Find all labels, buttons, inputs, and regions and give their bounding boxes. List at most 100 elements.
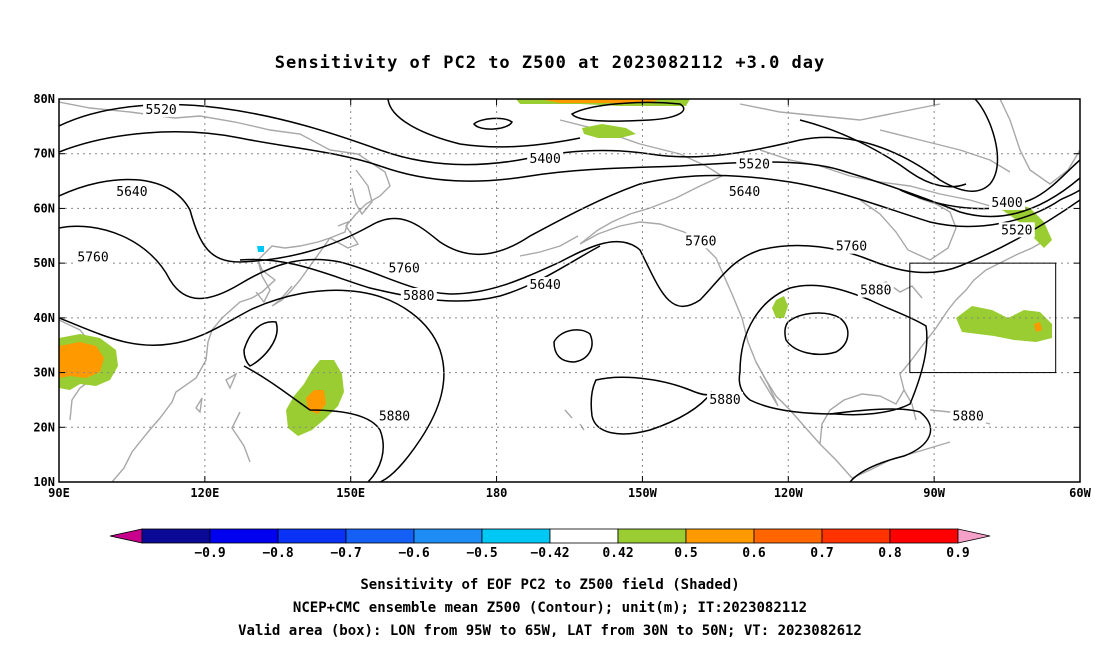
valid-area-box	[909, 262, 1057, 374]
lat-tick-labels: 80N 70N 60N 50N 40N 30N 20N 10N	[33, 92, 55, 489]
contour-label-bg	[998, 222, 1035, 238]
lon-tick-label: 180	[486, 486, 508, 500]
colorbar-label: 0.7	[810, 546, 833, 561]
lat-tick-label: 10N	[33, 475, 55, 489]
colorbar-min-arrow	[109, 528, 143, 544]
contour-5880-small-cell	[553, 329, 593, 363]
colorbar	[109, 528, 991, 544]
colorbar-swatch	[277, 528, 347, 544]
shade-tibet-orange	[59, 342, 104, 378]
lat-tick-label: 40N	[33, 311, 55, 325]
contour-5400-ring	[570, 101, 685, 122]
contour-5880-gulf	[829, 408, 932, 482]
contour-label-bg	[386, 260, 423, 276]
contour-label: 5640	[729, 185, 760, 200]
colorbar-label: −0.42	[530, 546, 569, 561]
lat-tick-label: 80N	[33, 92, 55, 106]
contour-5760-main	[59, 199, 1080, 307]
shade-japan-cyan	[257, 246, 264, 252]
contour-label-bg	[527, 277, 564, 293]
contour-label-bg	[707, 391, 744, 407]
contour-5880-na-inner	[784, 312, 849, 356]
colorbar-label: 0.5	[674, 546, 697, 561]
contour-label-bg	[75, 249, 112, 265]
colorbar-swatch	[345, 528, 415, 544]
contour-label: 5880	[709, 393, 740, 408]
contour-label: 5520	[145, 103, 176, 118]
contour-5520-main	[59, 99, 999, 192]
lon-tick-label: 150E	[336, 486, 365, 500]
contour-label-bg	[400, 287, 437, 303]
colorbar-swatch	[209, 528, 279, 544]
footnote-line-2: NCEP+CMC ensemble mean Z500 (Contour); u…	[293, 600, 807, 616]
lat-tick-label: 70N	[33, 147, 55, 161]
colorbar-label: 0.8	[878, 546, 902, 561]
contour-label: 5880	[403, 289, 434, 304]
colorbar-label: 0.42	[602, 546, 633, 561]
shade-beaufort-green	[582, 124, 636, 138]
contour-label: 5520	[739, 158, 770, 173]
contour-label-bg	[989, 194, 1026, 210]
colorbar-swatch	[753, 528, 823, 544]
colorbar-swatch	[549, 528, 619, 544]
axis-ticks	[58, 98, 1081, 483]
contour-5880-pac-cell	[243, 321, 278, 367]
lon-tick-label: 120E	[190, 486, 219, 500]
lat-tick-label: 20N	[33, 420, 55, 434]
lon-tick-label: 90W	[923, 486, 945, 500]
map-frame-bg	[59, 99, 1080, 482]
contour-label: 5760	[77, 251, 108, 266]
lon-tick-label: 60W	[1069, 486, 1091, 500]
contour-5400-main	[387, 99, 581, 148]
colorbar-label: −0.9	[194, 546, 225, 561]
colorbar-label: −0.6	[398, 546, 429, 561]
colorbar-label: 0.6	[742, 546, 766, 561]
contour-5400-small	[473, 117, 513, 130]
contour-label: 5760	[389, 262, 420, 277]
colorbar-labels: −0.9 −0.8 −0.7 −0.6 −0.5 −0.42 0.42 0.5 0.6 0.7 0.…	[194, 546, 969, 561]
colorbar-label: 0.9	[946, 546, 969, 561]
lon-tick-label: 120W	[774, 486, 804, 500]
contour-label-bg	[950, 408, 987, 424]
contour-label-bg	[736, 156, 773, 172]
shade-pacific-orange	[306, 390, 326, 414]
lon-tick-label: 150W	[628, 486, 658, 500]
lat-tick-label: 60N	[33, 201, 55, 215]
contour-label: 5640	[116, 185, 147, 200]
contour-label: 5760	[836, 240, 867, 255]
colorbar-label: −0.5	[466, 546, 497, 561]
contour-label-bg	[113, 184, 150, 200]
shade-atlantic-orange	[1034, 322, 1042, 332]
contour-5400-east	[799, 119, 967, 188]
map-title: Sensitivity of PC2 to Z500 at 2023082112…	[275, 53, 826, 73]
shade-rockies-green	[772, 296, 788, 318]
lat-tick-label: 30N	[33, 366, 55, 380]
contour-label: 5520	[1001, 223, 1032, 238]
map-grid	[59, 99, 1080, 482]
contour-5880-pac-south	[243, 365, 384, 482]
contour-label: 5760	[685, 234, 716, 249]
contour-label-bg	[726, 184, 763, 200]
contour-label-bg	[143, 101, 180, 117]
colorbar-swatch	[617, 528, 687, 544]
colorbar-label: −0.7	[330, 546, 361, 561]
contour-label-bg	[857, 282, 894, 298]
lat-tick-label: 50N	[33, 256, 55, 270]
contour-label-bg	[376, 408, 413, 424]
contour-label: 5880	[379, 409, 410, 424]
contour-label-bg	[833, 238, 870, 254]
contour-label: 5640	[530, 278, 561, 293]
colorbar-swatch	[685, 528, 755, 544]
contour-label-bg	[682, 233, 719, 249]
colorbar-swatch	[481, 528, 551, 544]
colorbar-swatch	[889, 528, 959, 544]
shade-atlantic-green	[956, 306, 1052, 342]
contour-label: 5400	[991, 196, 1022, 211]
footnote-line-3: Valid area (box): LON from 95W to 65W, L…	[238, 623, 862, 639]
colorbar-max-arrow	[957, 528, 991, 544]
contour-5880-na	[738, 284, 928, 416]
colorbar-swatch	[821, 528, 891, 544]
contour-labels: 5520 5400 5520 5640 5640 5400 5520 5760 5760 5760…	[75, 101, 1035, 424]
contour-label: 5880	[860, 284, 891, 299]
sensitivity-shading	[59, 99, 1052, 436]
